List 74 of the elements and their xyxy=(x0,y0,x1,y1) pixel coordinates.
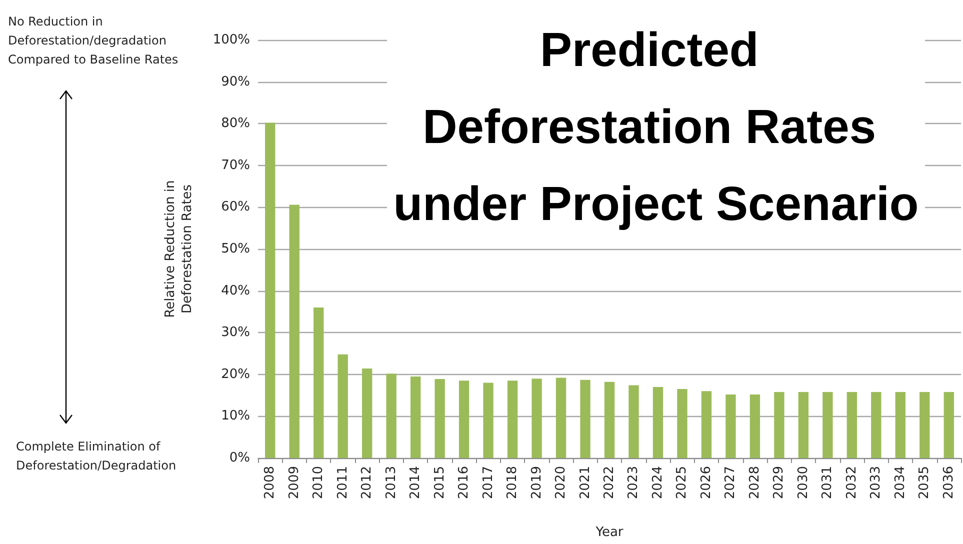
x-tick-label: 2014 xyxy=(408,466,424,500)
x-tick-label: 2024 xyxy=(650,466,666,500)
bar xyxy=(604,382,615,458)
x-tick-label: 2035 xyxy=(917,466,932,500)
y-tick-label: 0% xyxy=(229,450,250,466)
y-tick-label: 90% xyxy=(221,74,250,90)
x-tick-label: 2020 xyxy=(554,466,569,500)
y-tick-label: 10% xyxy=(221,408,250,424)
bar xyxy=(774,392,784,458)
x-tick-label: 2023 xyxy=(626,466,642,500)
x-tick-label: 2034 xyxy=(892,466,908,500)
x-tick-label: 2025 xyxy=(674,466,690,500)
bar xyxy=(798,392,809,458)
bar xyxy=(314,308,324,458)
x-tick-label: 2021 xyxy=(578,466,593,500)
text: No Reduction in Deforestation/degradation Compared to Baseline Rates xyxy=(8,14,178,66)
y-tick-label: 60% xyxy=(221,200,250,215)
x-tick-label: 2029 xyxy=(772,466,787,500)
bar xyxy=(726,394,736,458)
x-tick-label: 2033 xyxy=(868,466,884,500)
x-tick-label: 2027 xyxy=(723,466,738,500)
x-tick-label: 2032 xyxy=(844,466,860,500)
x-tick-label: 2018 xyxy=(505,466,520,500)
y-tick-label: 50% xyxy=(221,242,250,256)
bar xyxy=(652,386,664,458)
x-tick-label: 2013 xyxy=(384,466,399,500)
x-tick-label: 2012 xyxy=(360,466,375,500)
x-tick-label: 2031 xyxy=(820,466,836,500)
x-tick-label: 2008 xyxy=(262,466,278,500)
bar xyxy=(628,385,639,458)
bar xyxy=(944,392,954,458)
bar xyxy=(289,204,300,458)
x-tick-label: 2015 xyxy=(432,466,448,500)
text: Complete Elimination of Deforestation/Degradation xyxy=(16,440,176,472)
bar xyxy=(434,379,445,458)
bar xyxy=(580,380,590,458)
y-axis-title: Relative Reduction in Deforestation Rates xyxy=(163,180,195,318)
y-tick-label: 30% xyxy=(221,325,250,340)
x-tick-label: 2016 xyxy=(456,466,472,500)
bar xyxy=(846,392,858,458)
bar xyxy=(532,378,542,458)
bar xyxy=(362,368,372,458)
bar xyxy=(701,391,712,458)
y-tick-label: 80% xyxy=(221,116,250,132)
x-tick-label: 2010 xyxy=(311,466,326,500)
x-tick-label: 2017 xyxy=(480,466,496,500)
bar xyxy=(750,394,760,458)
bar xyxy=(265,122,276,458)
y-tick-label: 40% xyxy=(221,283,250,298)
x-tick-label: 2009 xyxy=(286,466,302,500)
y-tick-label: 20% xyxy=(221,366,250,382)
bar xyxy=(920,392,930,458)
bar xyxy=(822,392,833,458)
x-tick-label: 2036 xyxy=(941,466,956,500)
bar xyxy=(871,392,882,458)
x-tick-label: 2026 xyxy=(698,466,714,500)
bar xyxy=(895,392,906,458)
x-tick-label: 2019 xyxy=(529,466,544,500)
x-axis-title: Year xyxy=(594,525,624,540)
bar xyxy=(458,380,470,458)
bar xyxy=(338,354,348,458)
bar xyxy=(386,374,396,458)
y-tick-label: 70% xyxy=(221,158,250,173)
text: Predicted Deforestation Rates under Project Scenario xyxy=(393,24,919,231)
bar xyxy=(556,378,566,458)
x-tick-label: 2011 xyxy=(335,466,350,500)
x-tick-label: 2022 xyxy=(602,466,617,500)
y-tick-label: 100% xyxy=(212,32,250,48)
bar xyxy=(410,376,421,458)
x-tick-label: 2028 xyxy=(747,466,762,500)
x-tick-label: 2030 xyxy=(796,466,811,500)
bar xyxy=(507,380,518,458)
bar xyxy=(483,382,494,458)
bar xyxy=(677,389,688,458)
